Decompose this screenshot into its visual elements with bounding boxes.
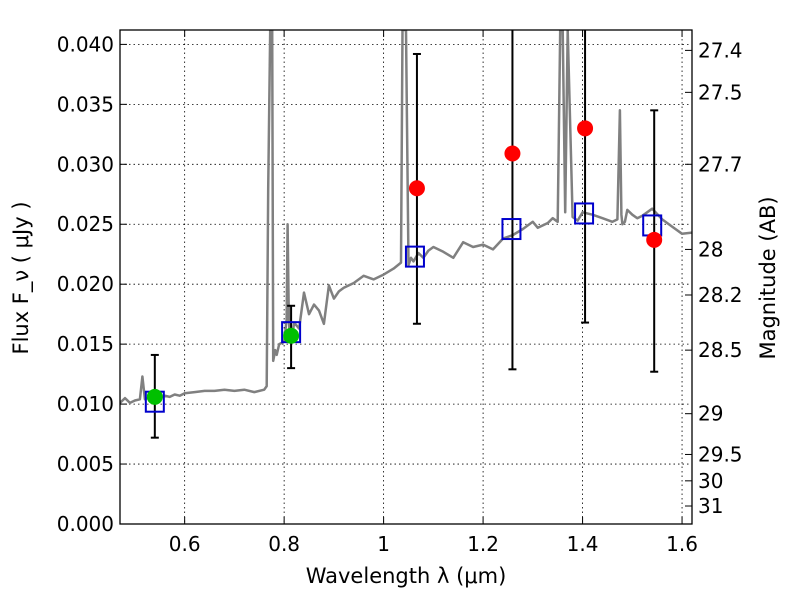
y-tick-label: 0.040 xyxy=(57,32,114,56)
plot-frame xyxy=(119,29,693,525)
right-tick-label: 27.7 xyxy=(698,152,743,176)
right-tick-label: 30 xyxy=(698,469,723,493)
x-tick-label: 0.6 xyxy=(169,532,201,556)
x-tick-label: 1.6 xyxy=(666,532,698,556)
tick-layer: 0.6 0.8 1 1.2 1.4 1.6 0.000 0.005 0.010 0.015 0.02… xyxy=(57,30,743,556)
right-tick-label: 29.5 xyxy=(698,442,743,466)
right-tick-label: 28 xyxy=(698,237,723,261)
data-point xyxy=(283,327,300,344)
x-tick-label: 1.2 xyxy=(467,532,499,556)
y-tick-label: 0.030 xyxy=(57,152,114,176)
x-tick-label: 0.8 xyxy=(268,532,300,556)
right-axis-title: Magnitude (AB) xyxy=(756,196,780,359)
y-tick-label: 0.035 xyxy=(57,92,114,116)
right-tick-label: 29 xyxy=(698,402,723,426)
plot-layer xyxy=(120,30,692,439)
data-point xyxy=(577,120,594,137)
right-tick-label: 27.4 xyxy=(698,38,743,62)
y-tick-label: 0.025 xyxy=(57,212,114,236)
model-photometry-square xyxy=(404,245,425,268)
right-tick-label: 28.2 xyxy=(698,283,743,307)
x-tick-label: 1.4 xyxy=(567,532,599,556)
right-tick-label: 27.5 xyxy=(698,80,743,104)
y-tick-label: 0.020 xyxy=(57,272,114,296)
y-tick-label: 0.005 xyxy=(57,452,114,476)
model-photometry-square xyxy=(574,202,595,225)
y-tick-label: 0.010 xyxy=(57,392,114,416)
model-photometry-square xyxy=(501,218,522,241)
y-tick-label: 0.000 xyxy=(57,512,114,536)
right-tick-label: 28.5 xyxy=(698,338,743,362)
spectrum-line xyxy=(120,30,692,405)
data-point xyxy=(504,145,521,162)
y-tick-label: 0.015 xyxy=(57,332,114,356)
data-point xyxy=(146,388,163,405)
data-point xyxy=(646,231,663,248)
data-point xyxy=(408,180,425,197)
frame-layer xyxy=(119,29,693,525)
x-tick-label: 1 xyxy=(377,532,390,556)
right-tick-label: 31 xyxy=(698,494,723,518)
y-axis-title: Flux F_ν ( μJy ) xyxy=(9,201,34,354)
x-axis-title: Wavelength λ (μm) xyxy=(306,564,507,588)
